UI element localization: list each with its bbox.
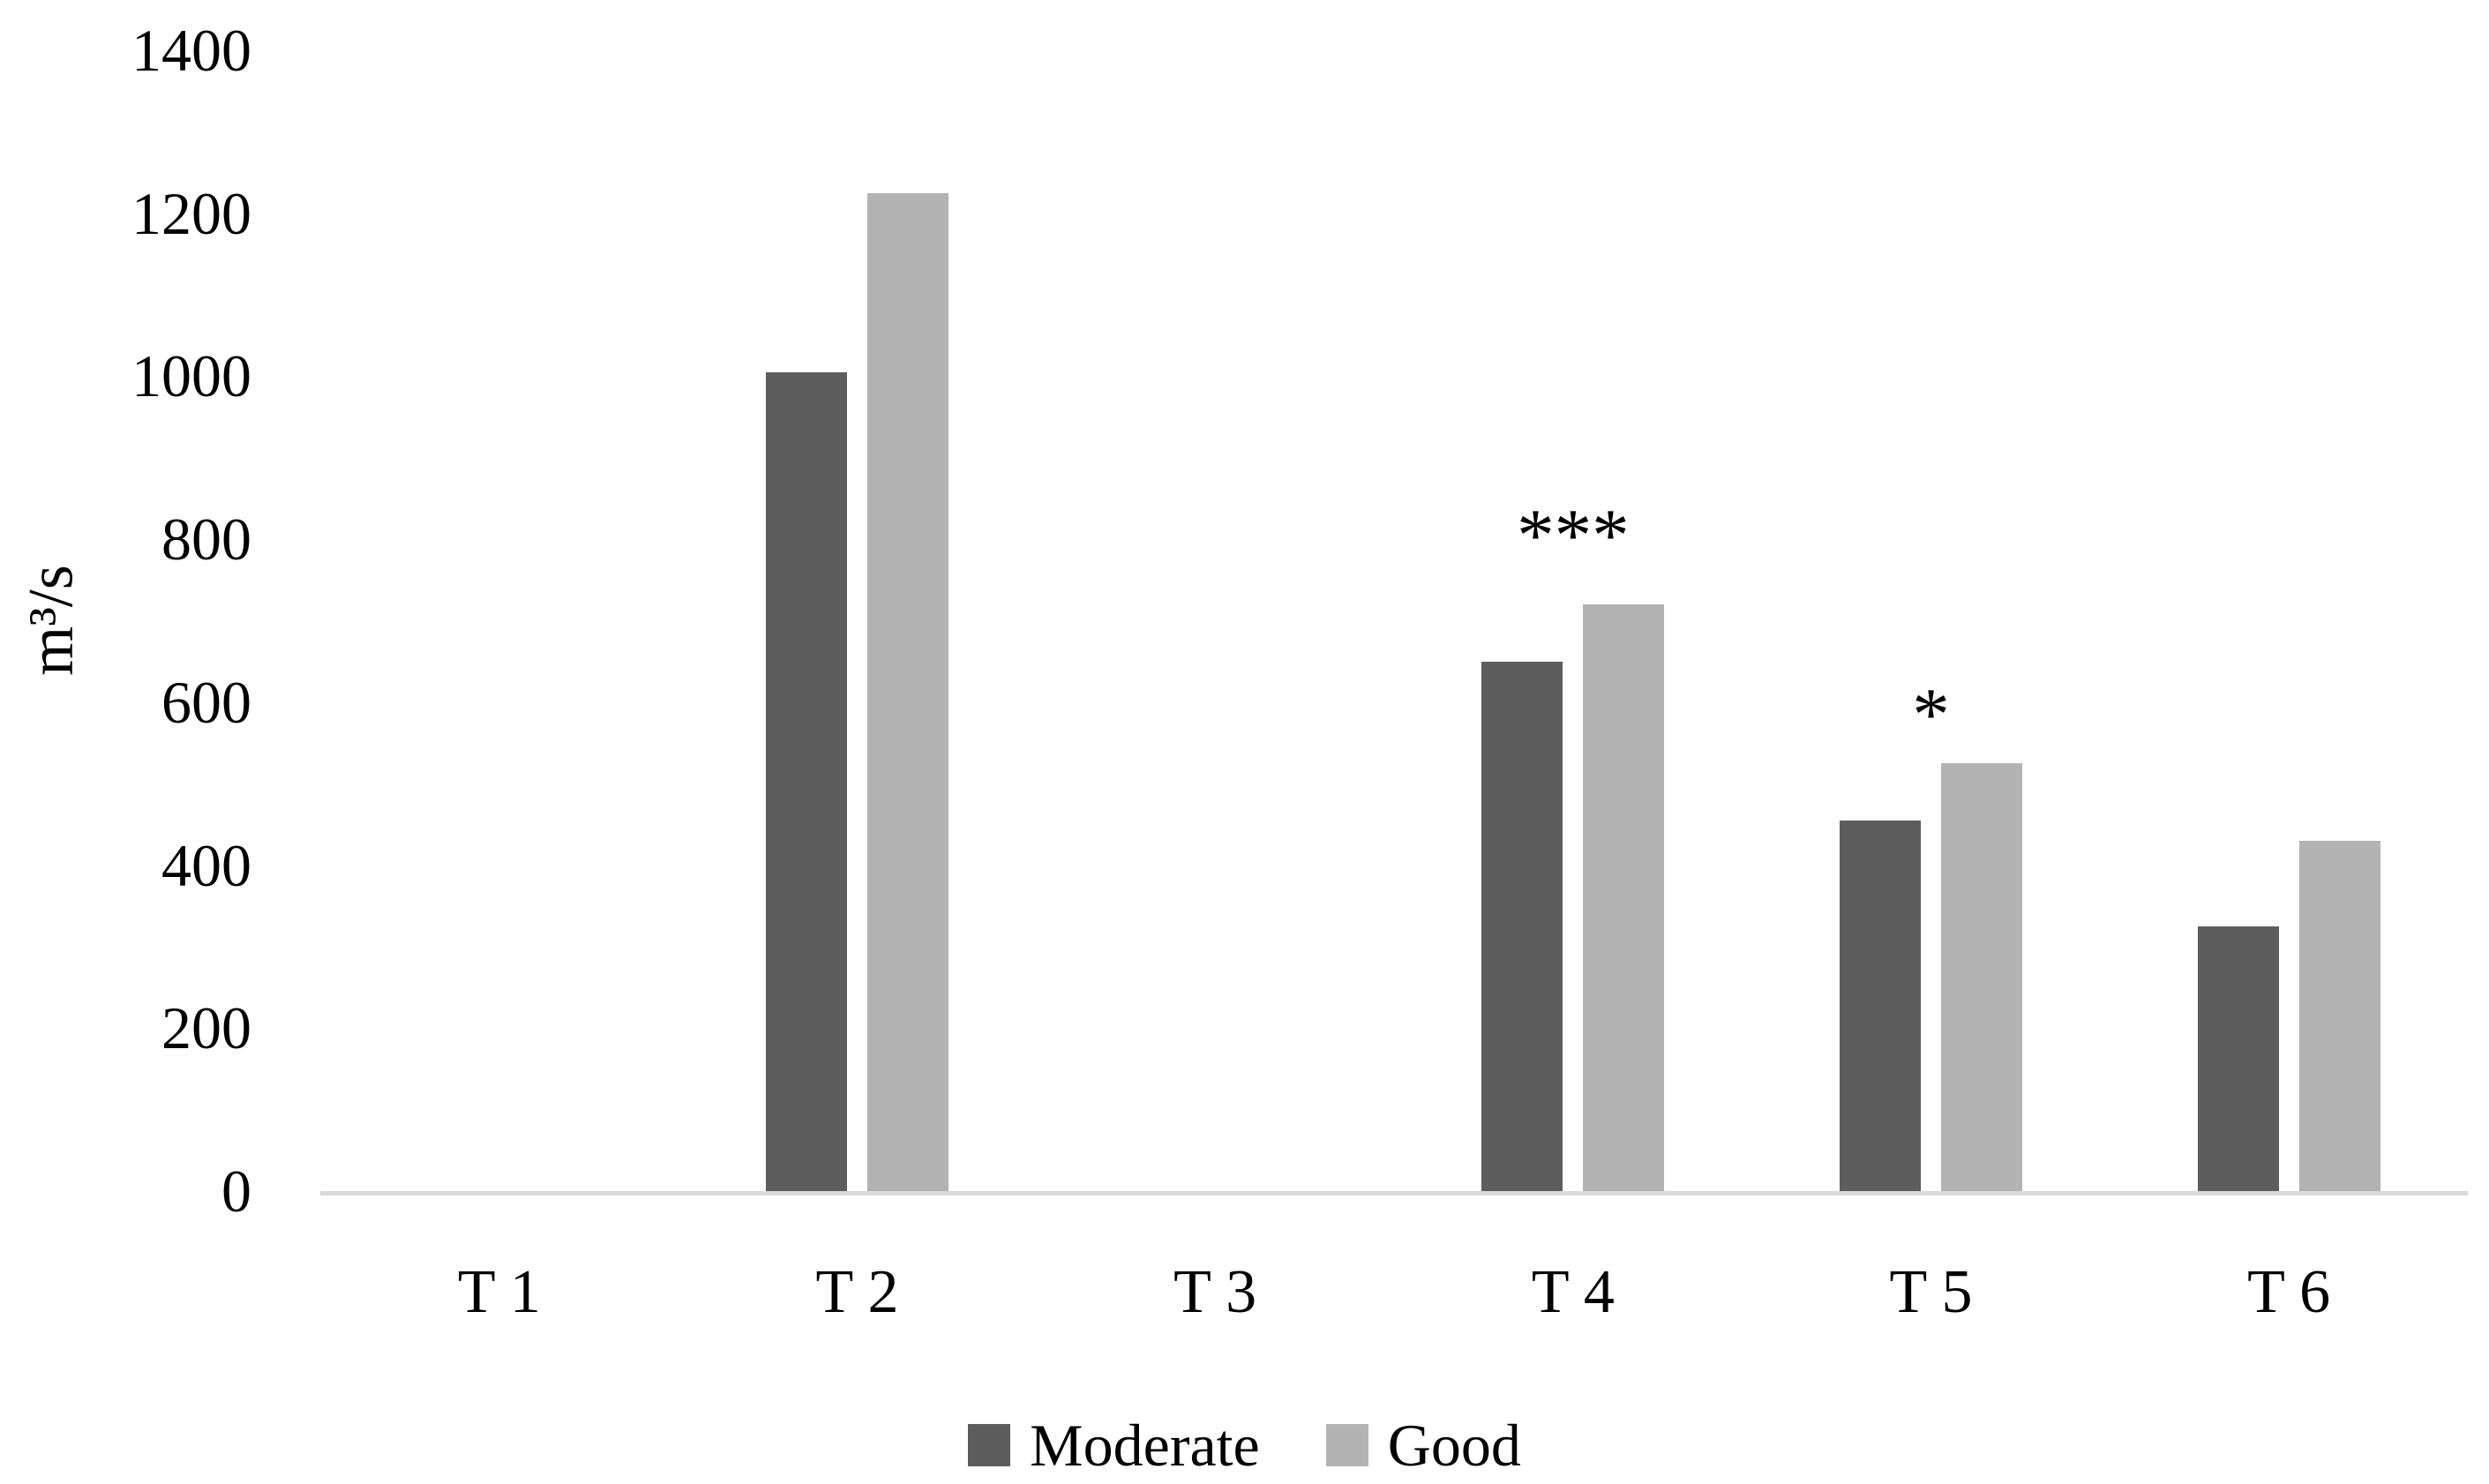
x-tick-label-t-3: T 3 — [1173, 1258, 1257, 1326]
y-tick-label-600: 600 — [161, 668, 251, 736]
y-tick-label-1400: 1400 — [131, 17, 251, 84]
moderate-bar-t-5 — [1840, 820, 1921, 1191]
legend-swatch-moderate — [968, 1424, 1011, 1466]
y-tick-label-200: 200 — [161, 994, 251, 1062]
x-tick-label-t-6: T 6 — [2247, 1258, 2331, 1326]
x-tick-label-t-4: T 4 — [1531, 1258, 1615, 1326]
good-bar-t-6 — [2298, 840, 2380, 1191]
moderate-bar-t-4 — [1481, 661, 1563, 1191]
legend-item-good: Good — [1325, 1412, 1521, 1479]
good-bar-t-2 — [867, 192, 948, 1191]
y-tick-label-1000: 1000 — [131, 342, 251, 410]
plot-area: *** * — [320, 50, 2468, 1191]
legend-item-moderate: Moderate — [968, 1413, 1260, 1477]
y-axis-title: m³/s — [15, 565, 86, 676]
legend-label-good: Good — [1387, 1412, 1521, 1479]
x-tick-label-t-5: T 5 — [1889, 1258, 1973, 1326]
x-tick-label-t-1: T 1 — [457, 1258, 541, 1326]
significance-marker-t-5: * — [1912, 672, 1950, 756]
moderate-bar-t-2 — [766, 371, 847, 1191]
legend-label-moderate: Moderate — [1030, 1412, 1260, 1479]
moderate-bar-t-6 — [2197, 926, 2279, 1191]
legend-swatch-good — [1325, 1424, 1368, 1466]
significance-marker-t-4: *** — [1517, 493, 1630, 577]
good-bar-t-5 — [1941, 763, 2022, 1191]
y-tick-label-0: 0 — [221, 1158, 251, 1225]
legend: Moderate Good — [0, 1410, 2489, 1480]
x-tick-label-t-2: T 2 — [815, 1258, 899, 1326]
good-bar-t-4 — [1583, 604, 1665, 1191]
x-axis-line — [320, 1191, 2468, 1195]
y-tick-label-400: 400 — [161, 831, 251, 899]
y-tick-label-1200: 1200 — [131, 179, 251, 247]
y-tick-label-800: 800 — [161, 506, 251, 573]
